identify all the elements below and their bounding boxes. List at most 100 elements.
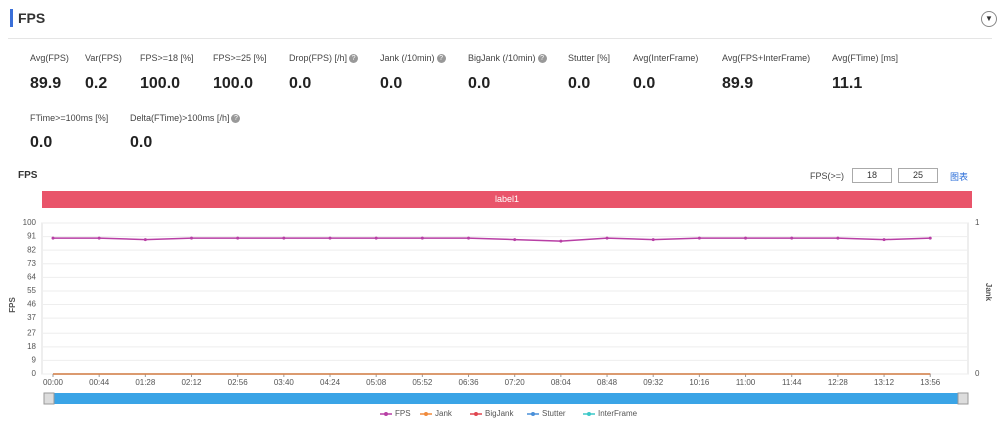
info-icon[interactable]: ? (436, 54, 446, 64)
stat-value: 0.2 (85, 75, 108, 92)
stat-value: 0.0 (633, 75, 656, 92)
legend-label: InterFrame (598, 409, 638, 418)
y-tick-label: 0 (32, 369, 37, 378)
stat-label: FPS>=25 [%] (213, 53, 267, 63)
stat-label: Jank (/10min)? (380, 53, 446, 64)
stat-label: FTime>=100ms [%] (30, 113, 108, 123)
stat-label: Delta(FTime)>100ms [/h]? (130, 113, 241, 124)
x-tick-label: 06:36 (459, 378, 480, 387)
stat-value: 0.0 (568, 75, 591, 92)
data-point (51, 236, 55, 240)
stat-value: 0.0 (130, 134, 153, 151)
data-point (282, 236, 286, 240)
stat-label: Avg(FPS+InterFrame) (722, 53, 810, 63)
y-tick-label: 46 (27, 300, 36, 309)
stat-label: Avg(InterFrame) (633, 53, 698, 63)
x-tick-label: 04:24 (320, 378, 341, 387)
plot-frame (41, 222, 969, 375)
stat-label-text: Avg(FPS+InterFrame) (722, 53, 811, 63)
data-point (882, 238, 886, 242)
legend-label: Stutter (542, 409, 566, 418)
threshold-label: FPS(>=) (810, 171, 845, 181)
data-point (420, 236, 424, 240)
stat-label: FPS>=18 [%] (140, 53, 194, 63)
x-tick-label: 13:12 (874, 378, 895, 387)
stat-label: Stutter [%] (568, 53, 610, 63)
y-tick-label: 55 (27, 286, 36, 295)
data-point (328, 236, 332, 240)
y2-tick-label: 1 (975, 218, 980, 227)
scrollbar[interactable] (44, 393, 968, 404)
label-band: label1 (42, 191, 972, 208)
stat-label-text: Delta(FTime)>100ms [/h] (130, 113, 230, 123)
collapse-button[interactable]: ▼ (981, 11, 997, 27)
stat-value: 100.0 (140, 75, 181, 92)
stat-label-text: Avg(FPS) (30, 53, 69, 63)
stat-value: 89.9 (30, 75, 62, 92)
y-tick-label: 100 (23, 218, 37, 227)
legend-label: Jank (435, 409, 453, 418)
data-point (513, 238, 517, 242)
data-point (697, 236, 701, 240)
x-tick-label: 11:44 (782, 378, 802, 387)
data-point (97, 236, 101, 240)
y-tick-label: 64 (27, 272, 36, 281)
stat-label: Avg(FPS) (30, 53, 69, 63)
title-accent (10, 9, 13, 27)
stat-value: 0.0 (30, 134, 53, 151)
stat-label: Avg(FTime) [ms] (832, 53, 898, 63)
y-tick-label: 18 (27, 342, 36, 351)
y-tick-label: 73 (27, 259, 36, 268)
threshold-input[interactable]: 18 (852, 168, 892, 183)
x-tick-label: 08:04 (551, 378, 572, 387)
scroll-handle[interactable] (43, 392, 55, 405)
x-tick-label: 00:00 (43, 378, 64, 387)
y-tick-label: 82 (27, 245, 36, 254)
legend-dot (384, 412, 388, 416)
legend-label: FPS (395, 409, 411, 418)
data-point (651, 238, 655, 242)
y2-axis-label: Jank (984, 283, 993, 302)
x-tick-label: 02:12 (181, 378, 202, 387)
x-tick-label: 07:20 (505, 378, 526, 387)
data-point (236, 236, 240, 240)
stat-value: 89.9 (722, 75, 754, 92)
data-point (928, 236, 932, 240)
data-point (836, 236, 840, 240)
stat-label-text: Avg(InterFrame) (633, 53, 699, 63)
info-icon[interactable]: ? (349, 54, 359, 64)
x-tick-label: 02:56 (228, 378, 249, 387)
chart-link[interactable]: 图表 (950, 172, 969, 182)
y-tick-label: 9 (32, 356, 37, 365)
x-tick-label: 08:48 (597, 378, 618, 387)
x-tick-label: 00:44 (89, 378, 110, 387)
y-tick-label: 27 (27, 328, 36, 337)
stat-label-text: FPS>=18 [%] (140, 53, 194, 63)
info-icon[interactable]: ? (537, 54, 547, 64)
stat-value: 0.0 (289, 75, 312, 92)
stat-label-text: Stutter [%] (568, 53, 611, 63)
y2-tick-label: 0 (975, 369, 980, 378)
stat-label: Drop(FPS) [/h]? (289, 53, 359, 64)
legend-dot (424, 412, 428, 416)
stat-label-text: Jank (/10min) (380, 53, 435, 63)
data-point (143, 238, 147, 242)
legend-dot (531, 412, 535, 416)
y-axis-label: FPS (8, 297, 17, 313)
data-point (374, 236, 378, 240)
stat-label-text: FTime>=100ms [%] (30, 113, 109, 123)
stat-value: 0.0 (468, 75, 491, 92)
y-tick-label: 91 (27, 232, 36, 241)
stat-value: 11.1 (832, 75, 863, 92)
stat-label-text: Avg(FTime) [ms] (832, 53, 899, 63)
x-tick-label: 05:08 (366, 378, 387, 387)
stat-label: Var(FPS) (85, 53, 122, 63)
info-icon[interactable]: ? (231, 114, 241, 124)
threshold-input[interactable]: 25 (898, 168, 938, 183)
legend-label: BigJank (485, 409, 514, 418)
stat-label-text: Drop(FPS) [/h] (289, 53, 348, 63)
scroll-handle[interactable] (957, 392, 969, 405)
section-title: FPS (18, 10, 46, 26)
